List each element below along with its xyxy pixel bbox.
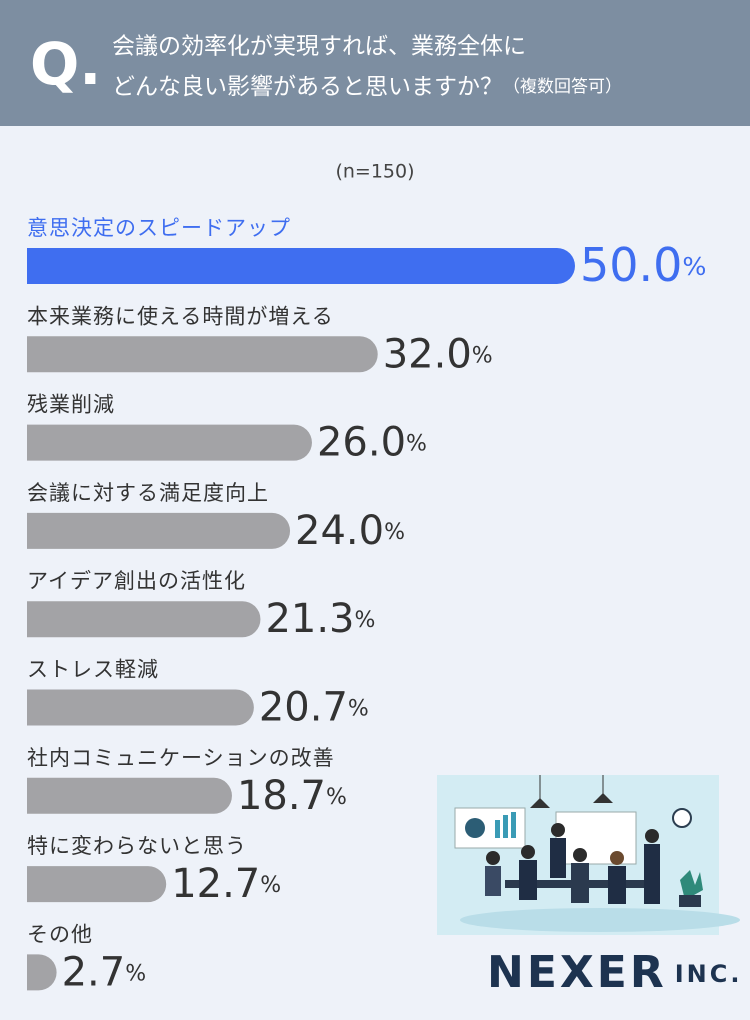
value-number: 20.7 <box>259 685 348 731</box>
person <box>644 844 660 904</box>
value-unit: % <box>406 432 427 457</box>
value-number: 24.0 <box>295 508 384 554</box>
header-band <box>0 0 750 126</box>
category-label: 意思決定のスピードアップ <box>27 216 291 240</box>
category-label: ストレス軽減 <box>27 658 159 682</box>
title-line-text: どんな良い影響があると思いますか？ <box>112 74 503 100</box>
value-label: 24.0% <box>295 508 405 554</box>
value-label: 32.0% <box>383 331 493 377</box>
person <box>608 866 626 904</box>
value-number: 2.7 <box>62 949 126 995</box>
logo-suffix: INC. <box>675 960 743 988</box>
category-label: アイデア創出の活性化 <box>27 569 246 593</box>
bar <box>27 336 378 373</box>
person <box>573 848 587 862</box>
plant <box>680 870 703 900</box>
value-number: 50.0 <box>580 238 682 292</box>
bar <box>27 248 575 284</box>
person <box>645 829 659 843</box>
category-label: その他 <box>27 922 93 946</box>
person <box>485 866 501 896</box>
category-label: 特に変わらないと思う <box>27 834 247 858</box>
logo-name: NEXER <box>487 947 667 998</box>
lamp <box>530 798 550 808</box>
value-unit: % <box>348 697 369 722</box>
person <box>521 845 535 859</box>
bar <box>27 689 254 726</box>
bar <box>27 777 232 814</box>
board-bar <box>503 815 508 838</box>
bar <box>27 424 312 461</box>
clock <box>672 808 692 828</box>
board-bar <box>511 812 516 838</box>
value-number: 32.0 <box>383 331 472 377</box>
person <box>519 860 537 900</box>
board-pie <box>465 818 485 838</box>
value-unit: % <box>682 252 706 281</box>
pot <box>679 895 701 907</box>
value-label: 2.7% <box>62 949 147 995</box>
logo: NEXER INC. <box>487 947 743 998</box>
board-bar <box>495 820 500 838</box>
value-unit: % <box>472 343 493 368</box>
value-number: 18.7 <box>237 773 326 819</box>
value-label: 50.0% <box>580 238 706 292</box>
value-unit: % <box>384 520 405 545</box>
title-line: どんな良い影響があると思いますか？（複数回答可） <box>112 74 622 100</box>
value-label: 21.3% <box>265 596 375 642</box>
person <box>550 838 566 878</box>
screen <box>555 811 637 865</box>
category-label: 会議に対する満足度向上 <box>27 481 269 505</box>
floor <box>460 908 740 932</box>
value-number: 12.7 <box>171 861 260 907</box>
value-label: 12.7% <box>171 861 281 907</box>
category-label: 社内コミュニケーションの改善 <box>27 746 335 770</box>
value-unit: % <box>125 961 146 986</box>
title-line: 会議の効率化が実現すれば、業務全体に <box>112 34 526 60</box>
title-note: （複数回答可） <box>503 77 622 97</box>
value-number: 21.3 <box>265 596 354 642</box>
value-number: 26.0 <box>317 420 406 466</box>
value-unit: % <box>326 785 347 810</box>
subtitle: (n=150) <box>335 161 414 183</box>
value-label: 20.7% <box>259 685 369 731</box>
person <box>486 851 500 865</box>
value-label: 26.0% <box>317 420 427 466</box>
bar <box>27 866 167 903</box>
bar <box>27 601 261 638</box>
value-unit: % <box>260 873 281 898</box>
value-unit: % <box>355 608 376 633</box>
bar <box>27 954 57 991</box>
bar <box>27 512 291 549</box>
category-label: 残業削減 <box>27 393 115 417</box>
person <box>571 863 589 903</box>
lamp <box>593 793 613 803</box>
question-mark: Q. <box>30 30 101 98</box>
category-label: 本来業務に使える時間が増える <box>27 304 334 328</box>
value-label: 18.7% <box>237 773 347 819</box>
person <box>610 851 624 865</box>
illustration <box>437 775 740 935</box>
person <box>551 823 565 837</box>
